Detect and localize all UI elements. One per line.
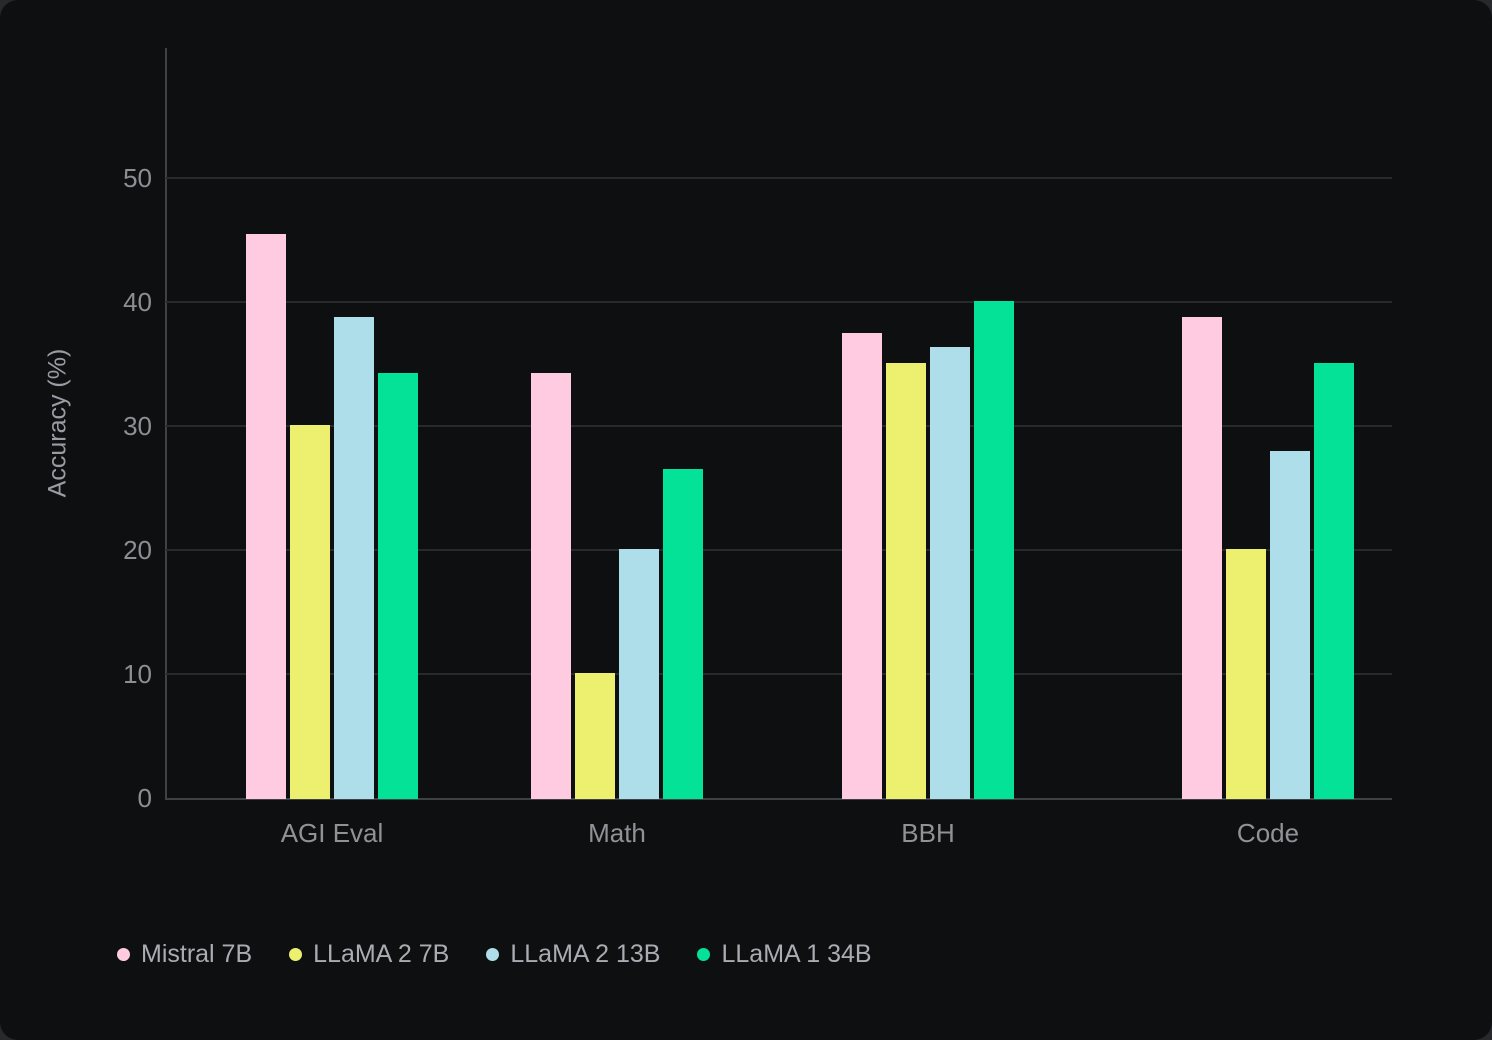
- legend-item-llama-2-7b: LLaMA 2 7B: [289, 940, 449, 968]
- gridline-40: [166, 301, 1392, 304]
- y-tick-label: 50: [123, 163, 152, 194]
- y-axis-title: Accuracy (%): [43, 348, 72, 498]
- legend-label: LLaMA 2 7B: [313, 940, 450, 968]
- bar-llama-2-7b-math: [575, 673, 615, 799]
- legend-item-llama-1-34b: LLaMA 1 34B: [697, 940, 872, 968]
- bar-llama-2-13b-math: [619, 549, 659, 799]
- bar-llama-1-34b-agi-eval: [378, 373, 418, 799]
- bar-mistral-7b-bbh: [842, 333, 882, 799]
- x-category-label-agi-eval: AGI Eval: [280, 818, 384, 848]
- bar-llama-2-13b-bbh: [930, 347, 970, 799]
- legend-swatch-icon: [289, 947, 303, 961]
- y-tick-label: 30: [123, 411, 152, 442]
- legend-label: LLaMA 2 13B: [510, 940, 661, 968]
- legend: Mistral 7B LLaMA 2 7B LLaMA 2 13B LLaMA 1 3…: [117, 940, 872, 968]
- gridline-50: [166, 177, 1392, 180]
- y-tick-label: 0: [137, 783, 152, 813]
- bar-mistral-7b-agi-eval: [246, 234, 286, 799]
- y-tick-label: 20: [123, 535, 152, 566]
- x-axis-line: [166, 798, 1392, 800]
- bar-mistral-7b-math: [531, 373, 571, 799]
- bar-llama-2-13b-code: [1270, 451, 1310, 799]
- gridline-10: [166, 673, 1392, 676]
- legend-label: LLaMA 1 34B: [721, 940, 872, 968]
- bar-llama-1-34b-math: [663, 469, 703, 799]
- gridline-20: [166, 549, 1392, 552]
- legend-swatch-icon: [486, 947, 500, 961]
- x-category-label-code: Code: [1236, 818, 1300, 848]
- legend-swatch-icon: [117, 947, 130, 961]
- bar-llama-1-34b-bbh: [974, 301, 1014, 799]
- legend-item-mistral-7b: Mistral 7B: [117, 940, 252, 968]
- legend-label: Mistral 7B: [141, 940, 253, 968]
- legend-swatch-icon: [697, 947, 711, 961]
- y-axis-line: [165, 48, 167, 800]
- y-tick-label: 40: [123, 287, 152, 318]
- bar-llama-2-13b-agi-eval: [334, 317, 374, 799]
- y-tick-label: 10: [123, 659, 152, 690]
- legend-item-llama-2-13b: LLaMA 2 13B: [486, 940, 660, 968]
- x-category-label-bbh: BBH: [901, 818, 955, 848]
- bar-mistral-7b-code: [1182, 317, 1222, 799]
- x-category-label-math: Math: [588, 818, 646, 848]
- bar-llama-2-7b-code: [1226, 549, 1266, 799]
- bar-llama-2-7b-agi-eval: [290, 425, 330, 799]
- gridline-30: [166, 425, 1392, 428]
- plot-area: [166, 48, 1392, 799]
- bar-llama-1-34b-code: [1314, 363, 1354, 799]
- bar-llama-2-7b-bbh: [886, 363, 926, 799]
